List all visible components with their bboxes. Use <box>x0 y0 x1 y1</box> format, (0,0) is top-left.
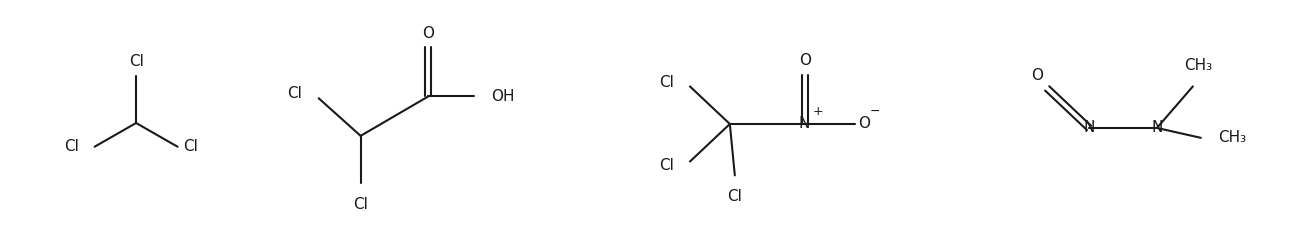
Text: O: O <box>422 26 434 41</box>
Text: CH₃: CH₃ <box>1218 130 1247 145</box>
Text: CH₃: CH₃ <box>1184 58 1213 73</box>
Text: O: O <box>1031 68 1044 83</box>
Text: −: − <box>870 105 880 118</box>
Text: Cl: Cl <box>183 139 199 154</box>
Text: Cl: Cl <box>659 158 674 173</box>
Text: Cl: Cl <box>727 189 742 204</box>
Text: +: + <box>812 105 823 118</box>
Text: N: N <box>799 117 811 132</box>
Text: Cl: Cl <box>659 75 674 90</box>
Text: O: O <box>858 117 871 132</box>
Text: OH: OH <box>492 89 515 104</box>
Text: Cl: Cl <box>286 86 302 101</box>
Text: Cl: Cl <box>353 197 368 212</box>
Text: Cl: Cl <box>128 54 144 69</box>
Text: Cl: Cl <box>64 139 78 154</box>
Text: N: N <box>1083 121 1095 136</box>
Text: N: N <box>1151 121 1163 136</box>
Text: O: O <box>799 53 811 68</box>
